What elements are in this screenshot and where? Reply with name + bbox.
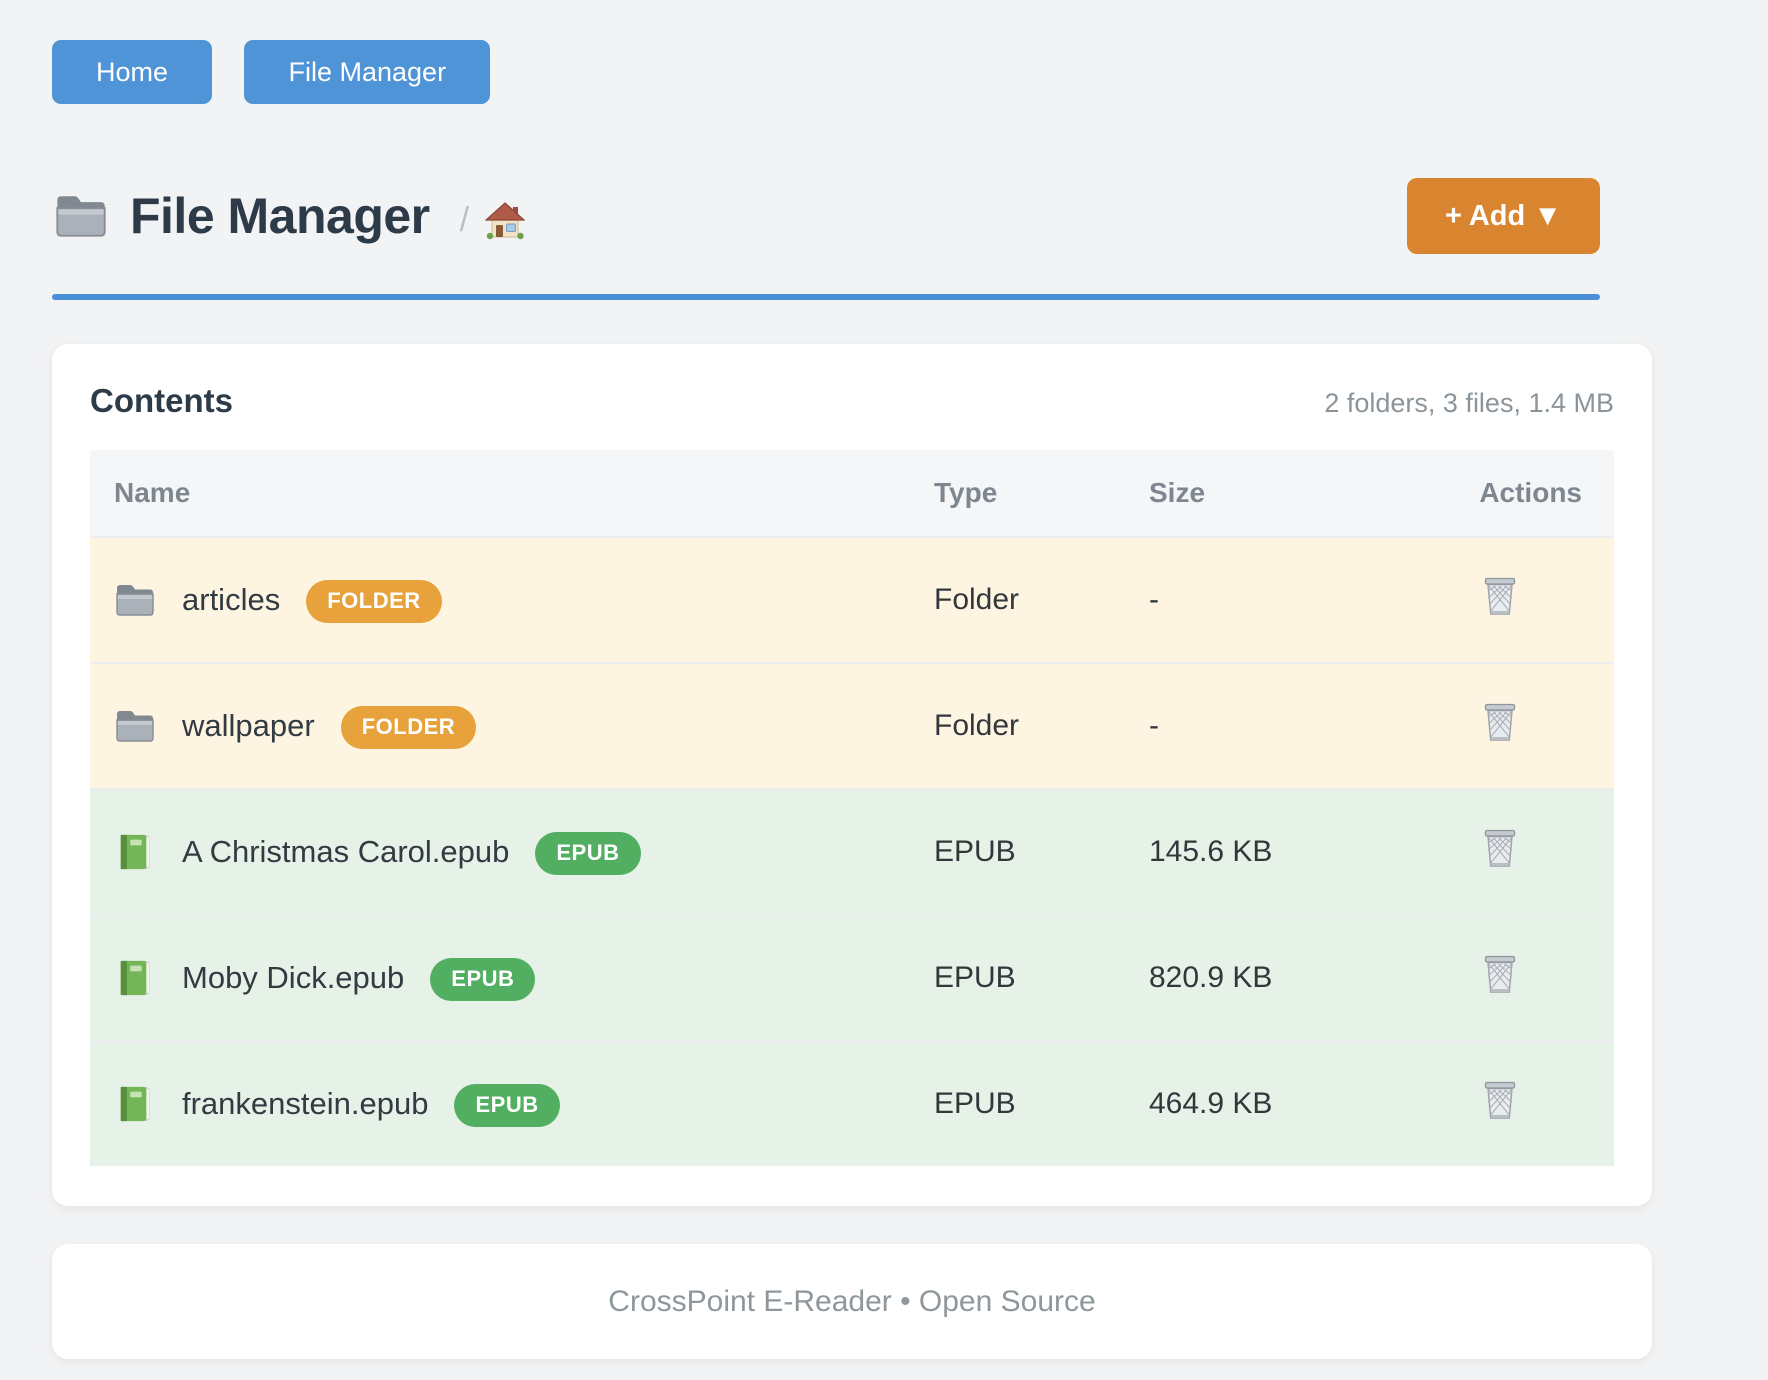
delete-button[interactable] <box>1482 954 1518 994</box>
trash-icon <box>1482 828 1518 868</box>
file-type: EPUB <box>910 1041 1125 1166</box>
table-row-frankenstein: frankenstein.epub EPUB EPUB 464.9 KB <box>90 1041 1614 1166</box>
table-row-wallpaper: wallpaper FOLDER Folder - <box>90 663 1614 789</box>
file-size: 464.9 KB <box>1125 1041 1390 1166</box>
trash-icon <box>1482 576 1518 616</box>
table-row-moby-dick: Moby Dick.epub EPUB EPUB 820.9 KB <box>90 915 1614 1041</box>
home-icon[interactable] <box>485 202 525 240</box>
table-row-christmas-carol: A Christmas Carol.epub EPUB EPUB 145.6 K… <box>90 789 1614 915</box>
file-size: 820.9 KB <box>1125 915 1390 1041</box>
contents-card-header: Contents 2 folders, 3 files, 1.4 MB <box>90 378 1614 450</box>
name-cell: A Christmas Carol.epub EPUB <box>90 789 910 915</box>
epub-badge: EPUB <box>430 958 535 1001</box>
actions-cell <box>1390 537 1614 663</box>
delete-button[interactable] <box>1482 1080 1518 1120</box>
delete-button[interactable] <box>1482 702 1518 742</box>
file-name-link[interactable]: wallpaper <box>182 708 315 744</box>
file-type: Folder <box>910 663 1125 789</box>
file-name-link[interactable]: A Christmas Carol.epub <box>182 834 509 870</box>
name-cell: wallpaper FOLDER <box>90 663 910 789</box>
file-size: - <box>1125 663 1390 789</box>
trash-icon <box>1482 1080 1518 1120</box>
column-header-actions: Actions <box>1390 450 1614 537</box>
folder-icon <box>114 707 156 745</box>
title-group: File Manager / <box>52 187 525 245</box>
table-row-articles: articles FOLDER Folder - <box>90 537 1614 663</box>
actions-cell <box>1390 915 1614 1041</box>
file-size: - <box>1125 537 1390 663</box>
delete-button[interactable] <box>1482 576 1518 616</box>
book-icon <box>114 1085 156 1123</box>
footer-text: CrossPoint E-Reader • Open Source <box>608 1285 1095 1319</box>
column-header-size: Size <box>1125 450 1390 537</box>
actions-cell <box>1390 663 1614 789</box>
file-name-link[interactable]: articles <box>182 582 280 618</box>
actions-cell <box>1390 1041 1614 1166</box>
file-type: EPUB <box>910 915 1125 1041</box>
epub-badge: EPUB <box>454 1084 559 1127</box>
breadcrumb-separator: / <box>460 201 469 240</box>
file-size: 145.6 KB <box>1125 789 1390 915</box>
folder-icon <box>52 191 110 241</box>
file-name-link[interactable]: Moby Dick.epub <box>182 960 404 996</box>
book-icon <box>114 833 156 871</box>
trash-icon <box>1482 954 1518 994</box>
trash-icon <box>1482 702 1518 742</box>
column-header-type: Type <box>910 450 1125 537</box>
file-manager-nav-button[interactable]: File Manager <box>244 40 490 104</box>
epub-badge: EPUB <box>535 832 640 875</box>
folder-badge: FOLDER <box>306 580 441 623</box>
page-header: File Manager / + Add ▼ <box>52 178 1600 254</box>
page-title: File Manager <box>130 187 430 245</box>
file-table: Name Type Size Actions articles FOLDER F… <box>90 450 1614 1166</box>
table-header-row: Name Type Size Actions <box>90 450 1614 537</box>
footer: CrossPoint E-Reader • Open Source <box>52 1244 1652 1359</box>
name-cell: articles FOLDER <box>90 537 910 663</box>
contents-heading: Contents <box>90 382 233 420</box>
column-header-name: Name <box>90 450 910 537</box>
contents-card: Contents 2 folders, 3 files, 1.4 MB Name… <box>52 344 1652 1206</box>
file-type: Folder <box>910 537 1125 663</box>
contents-summary: 2 folders, 3 files, 1.4 MB <box>1324 388 1614 419</box>
name-cell: frankenstein.epub EPUB <box>90 1041 910 1166</box>
delete-button[interactable] <box>1482 828 1518 868</box>
title-divider <box>52 294 1600 300</box>
name-cell: Moby Dick.epub EPUB <box>90 915 910 1041</box>
file-name-link[interactable]: frankenstein.epub <box>182 1086 428 1122</box>
file-type: EPUB <box>910 789 1125 915</box>
add-button[interactable]: + Add ▼ <box>1407 178 1600 254</box>
home-nav-button[interactable]: Home <box>52 40 212 104</box>
actions-cell <box>1390 789 1614 915</box>
folder-icon <box>114 581 156 619</box>
folder-badge: FOLDER <box>341 706 476 749</box>
breadcrumb-nav: Home File Manager <box>0 0 1768 104</box>
book-icon <box>114 959 156 997</box>
